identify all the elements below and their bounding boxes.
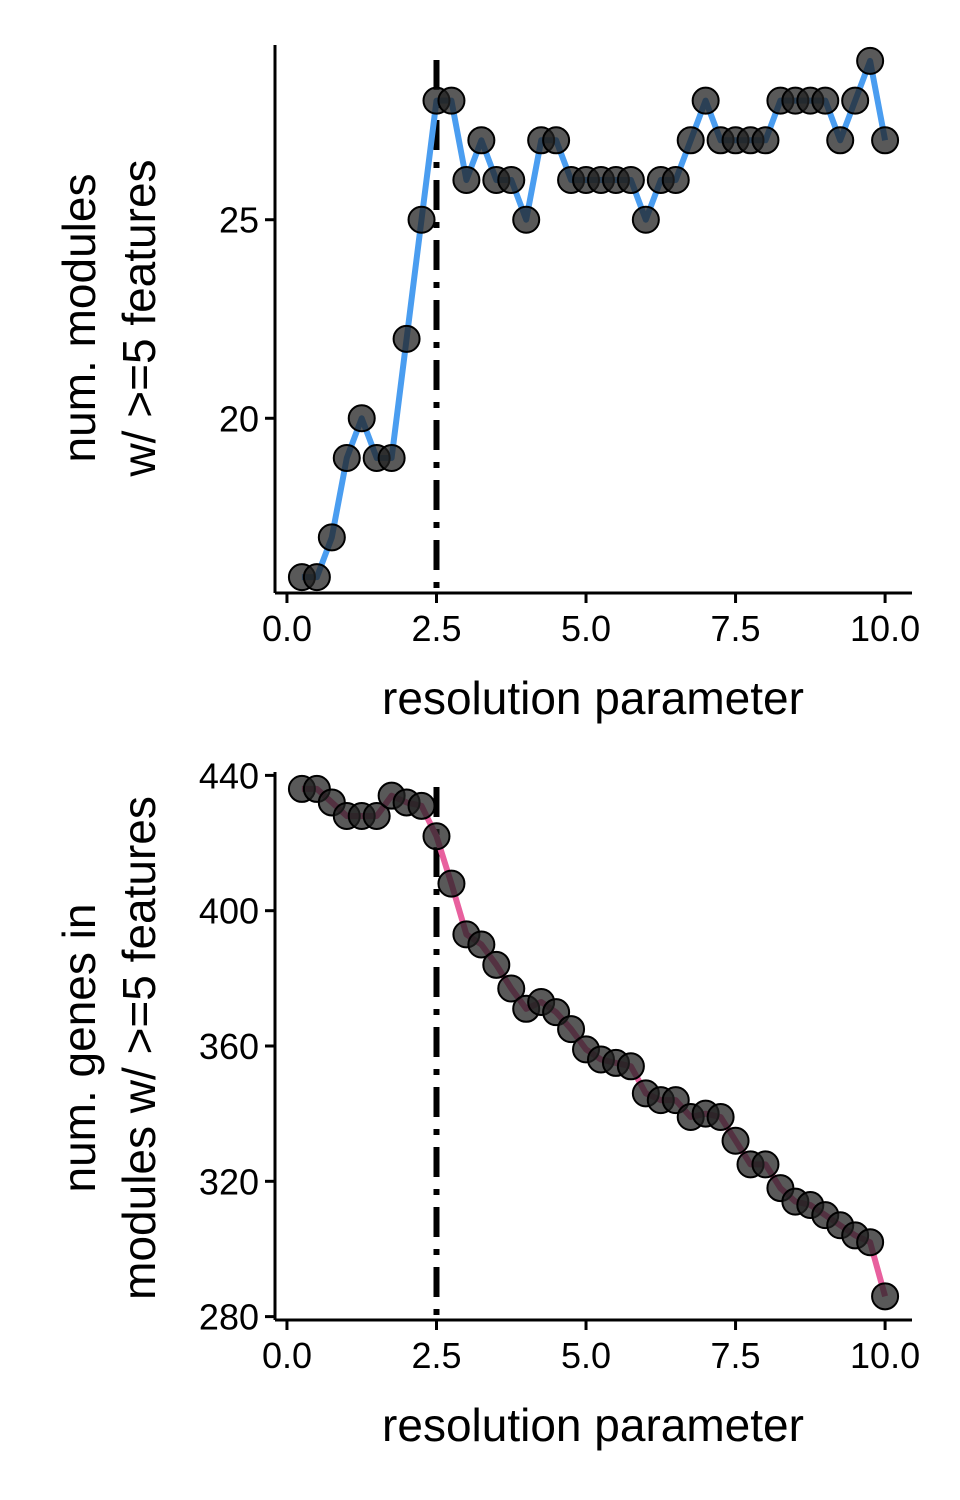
data-point	[392, 324, 421, 353]
y-tick-label: 20	[219, 398, 259, 439]
y-axis-title-line-1: num. genes in	[53, 904, 105, 1193]
y-tick-label: 320	[199, 1161, 259, 1202]
data-point	[512, 205, 541, 234]
data-point	[422, 822, 451, 851]
x-tick-label: 10.0	[850, 608, 920, 649]
data-point	[332, 443, 361, 472]
data-point	[661, 166, 690, 195]
data-point	[856, 1228, 885, 1257]
x-tick-label: 0.0	[262, 1335, 312, 1376]
y-tick-label: 280	[199, 1297, 259, 1338]
y-tick-label: 25	[219, 200, 259, 241]
x-tick-label: 7.5	[711, 1335, 761, 1376]
data-point	[497, 166, 526, 195]
data-point	[467, 126, 496, 155]
data-point	[362, 801, 391, 830]
data-point	[811, 86, 840, 115]
data-point	[557, 1015, 586, 1044]
data-point	[721, 1126, 750, 1155]
x-tick-label: 5.0	[561, 608, 611, 649]
data-point	[437, 86, 466, 115]
series-line	[301, 57, 889, 581]
x-tick-label: 0.0	[262, 608, 312, 649]
y-axis-title-line-1: num. modules	[53, 174, 105, 463]
y-tick-label: 400	[199, 891, 259, 932]
data-point	[616, 166, 645, 195]
data-point	[616, 1052, 645, 1081]
data-point	[871, 1282, 900, 1311]
x-axis-title: resolution parameter	[382, 1399, 804, 1451]
y-tick-label: 360	[199, 1026, 259, 1067]
data-point	[841, 86, 870, 115]
x-tick-label: 2.5	[411, 1335, 461, 1376]
modules-count-panel: 0.0 2.5 5.0 7.5 10.0 20 25 resolution paramete…	[53, 45, 920, 724]
x-tick-label: 5.0	[561, 1335, 611, 1376]
data-point	[347, 404, 376, 433]
data-point	[691, 86, 720, 115]
data-point	[497, 974, 526, 1003]
data-point	[706, 1103, 735, 1132]
data-point	[751, 126, 780, 155]
x-axis-title: resolution parameter	[382, 672, 804, 724]
genes-count-panel: 0.0 2.5 5.0 7.5 10.0 280 320 360 400 440 resoluti…	[53, 755, 920, 1451]
data-point	[751, 1150, 780, 1179]
x-tick-label: 7.5	[711, 608, 761, 649]
data-point	[482, 950, 511, 979]
y-tick-label: 440	[199, 755, 259, 796]
data-point	[467, 930, 496, 959]
data-point	[631, 205, 660, 234]
data-point	[407, 791, 436, 820]
data-point	[407, 205, 436, 234]
data-point	[452, 166, 481, 195]
data-point	[676, 126, 705, 155]
data-point	[826, 126, 855, 155]
data-point	[871, 126, 900, 155]
x-tick-label: 10.0	[850, 1335, 920, 1376]
data-point	[437, 869, 466, 898]
y-axis-title-line-2: modules w/ >=5 features	[113, 796, 165, 1300]
x-tick-label: 2.5	[411, 608, 461, 649]
data-point	[856, 46, 885, 75]
data-point	[302, 563, 331, 592]
data-point	[542, 126, 571, 155]
y-axis-title-line-2: w/ >=5 features	[113, 159, 165, 477]
data-point	[377, 443, 406, 472]
data-point	[317, 523, 346, 552]
